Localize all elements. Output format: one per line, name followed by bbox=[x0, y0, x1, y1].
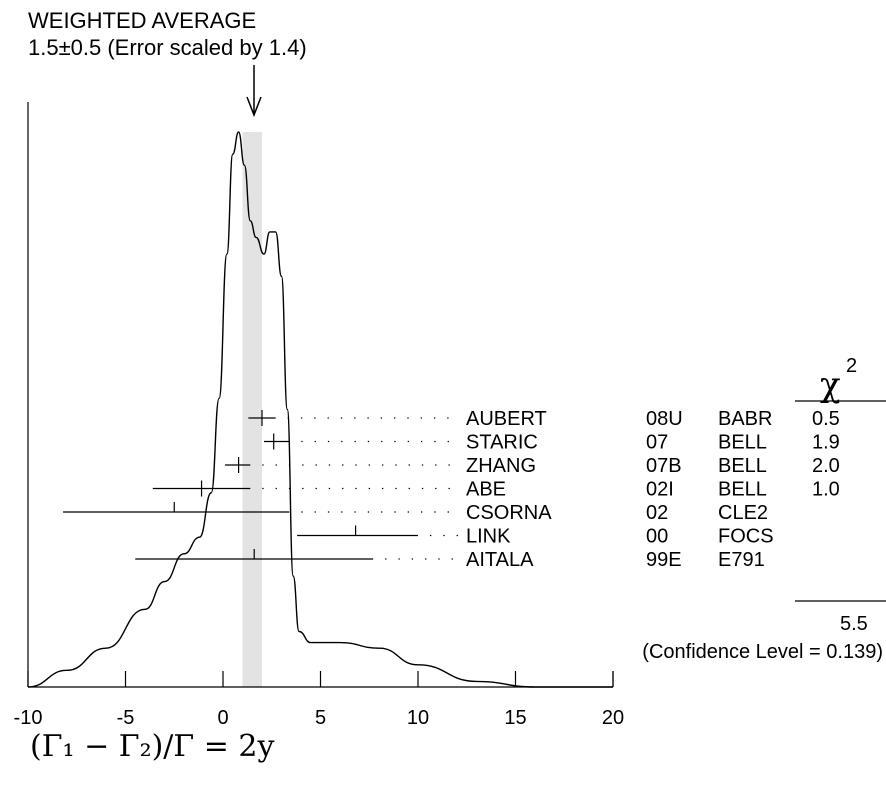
measurement-row: CSORNA 02 CLE2 bbox=[63, 502, 768, 524]
measurement-experiment: CLE2 bbox=[718, 502, 768, 524]
ideogram-curve bbox=[27, 131, 613, 688]
measurement-name: AUBERT bbox=[466, 408, 547, 430]
measurement-experiment: BABR bbox=[718, 408, 772, 430]
measurement-year: 00 bbox=[646, 526, 668, 548]
measurement-year: 02 bbox=[646, 502, 668, 524]
measurement-chi2: 2.0 bbox=[812, 455, 840, 477]
measurement-name: STARIC bbox=[466, 432, 538, 454]
measurement-experiment: FOCS bbox=[718, 526, 774, 548]
measurement-year: 07B bbox=[646, 455, 682, 477]
chi2-symbol: χ bbox=[820, 365, 841, 405]
measurement-experiment: E791 bbox=[718, 549, 765, 571]
chart-title: WEIGHTED AVERAGE bbox=[28, 8, 256, 33]
measurement-chi2: 1.0 bbox=[812, 479, 840, 501]
measurement-year: 07 bbox=[646, 432, 668, 454]
measurement-name: ZHANG bbox=[466, 455, 536, 477]
chi2-total: 5.5 bbox=[840, 613, 868, 635]
chi2-exponent: 2 bbox=[846, 355, 857, 377]
measurement-name: CSORNA bbox=[466, 502, 552, 524]
chi2-header: χ 2 bbox=[820, 355, 857, 405]
measurement-experiment: BELL bbox=[718, 432, 767, 454]
measurement-chi2: 0.5 bbox=[812, 408, 840, 430]
measurement-row: STARIC 07 BELL 1.9 bbox=[263, 432, 840, 454]
measurement-name: LINK bbox=[466, 526, 511, 548]
x-tick-label: 5 bbox=[315, 707, 326, 729]
measurement-row: ZHANG 07B BELL 2.0 bbox=[224, 455, 840, 477]
measurement-chi2: 1.9 bbox=[812, 432, 840, 454]
measurement-row: AITALA 99E E791 bbox=[135, 549, 765, 571]
chart-subtitle: 1.5±0.5 (Error scaled by 1.4) bbox=[28, 35, 307, 60]
weighted-average-arrow bbox=[246, 65, 262, 118]
x-tick-label: 10 bbox=[407, 707, 429, 729]
measurement-row: LINK 00 FOCS bbox=[297, 525, 774, 548]
x-tick-label: -5 bbox=[117, 707, 135, 729]
x-tick-label: 15 bbox=[504, 707, 526, 729]
measurement-year: 02I bbox=[646, 479, 674, 501]
x-tick-label: 0 bbox=[217, 707, 228, 729]
measurement-row: AUBERT 08U BABR 0.5 bbox=[248, 408, 840, 430]
measurement-experiment: BELL bbox=[718, 479, 767, 501]
x-axis-label: (Γ₁ − Γ₂)/Γ = 2y bbox=[30, 729, 275, 764]
measurement-experiment: BELL bbox=[718, 455, 767, 477]
x-tick-label: -10 bbox=[14, 707, 43, 729]
measurement-name: ABE bbox=[466, 479, 506, 501]
measurement-name: AITALA bbox=[466, 549, 534, 571]
measurement-row: ABE 02I BELL 1.0 bbox=[152, 479, 840, 501]
x-tick-label: 20 bbox=[602, 707, 624, 729]
measurement-year: 99E bbox=[646, 549, 682, 571]
measurement-year: 08U bbox=[646, 408, 683, 430]
confidence-level: (Confidence Level = 0.139) bbox=[642, 641, 883, 663]
weighted-average-band bbox=[242, 132, 262, 687]
